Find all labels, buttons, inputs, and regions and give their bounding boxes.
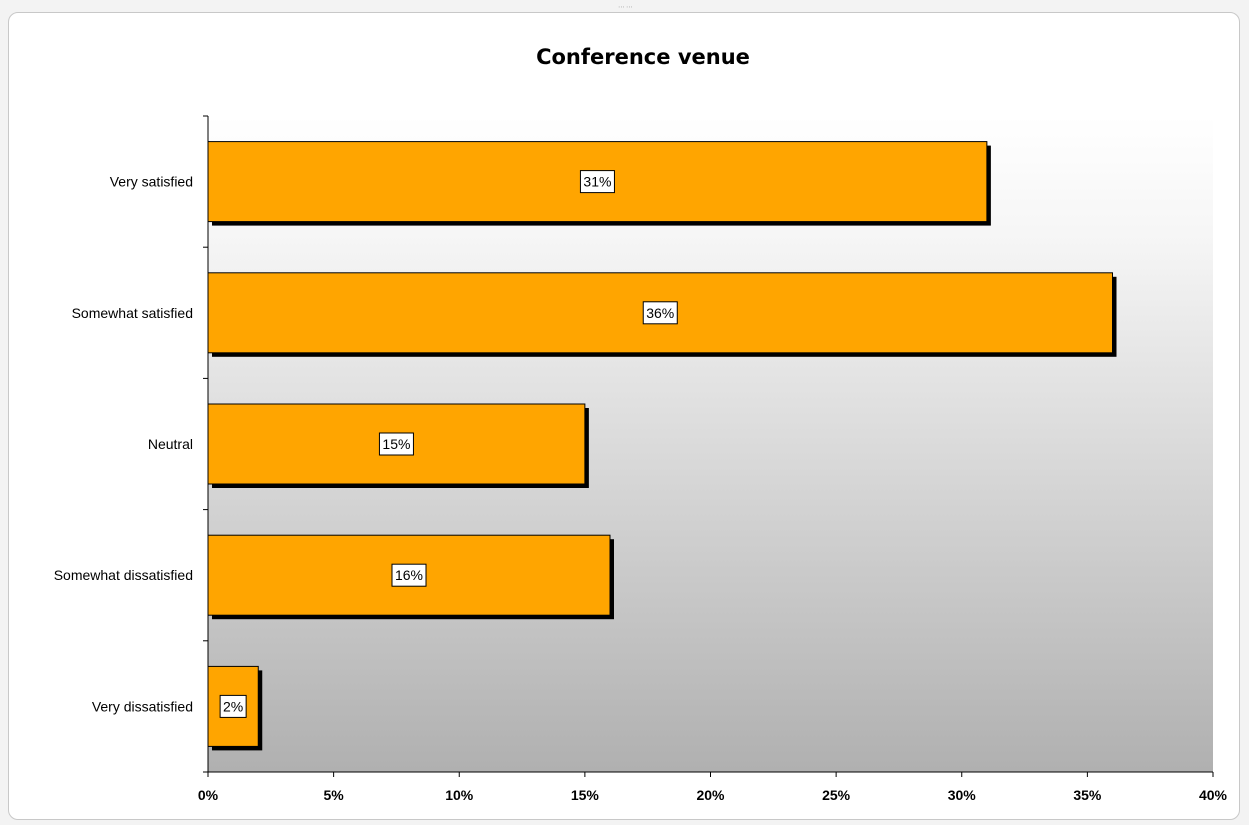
x-tick-label: 35%	[1073, 787, 1102, 803]
x-tick-label: 0%	[198, 787, 219, 803]
data-label-box	[579, 170, 615, 194]
x-tick-label: 30%	[948, 787, 977, 803]
x-tick-label: 20%	[696, 787, 725, 803]
data-label-box	[378, 432, 414, 456]
data-label: 16%	[395, 567, 423, 583]
category-label: Somewhat dissatisfied	[54, 567, 193, 583]
category-label: Very satisfied	[110, 174, 193, 190]
data-label-box	[642, 301, 678, 325]
data-label: 31%	[583, 174, 611, 190]
data-label-box	[391, 563, 427, 587]
data-label: 15%	[382, 436, 410, 452]
category-label: Somewhat satisfied	[72, 305, 193, 321]
data-label: 36%	[646, 305, 674, 321]
category-label: Neutral	[148, 436, 193, 452]
resize-grip-icon[interactable]: ⋯⋯	[618, 3, 634, 11]
x-tick-label: 40%	[1199, 787, 1228, 803]
chart-title: Conference venue	[536, 45, 750, 69]
data-label-box	[219, 694, 247, 718]
x-tick-label: 10%	[445, 787, 474, 803]
data-label: 2%	[223, 698, 243, 714]
x-tick-label: 15%	[571, 787, 600, 803]
x-tick-label: 5%	[324, 787, 345, 803]
x-tick-label: 25%	[822, 787, 851, 803]
category-label: Very dissatisfied	[92, 698, 193, 714]
